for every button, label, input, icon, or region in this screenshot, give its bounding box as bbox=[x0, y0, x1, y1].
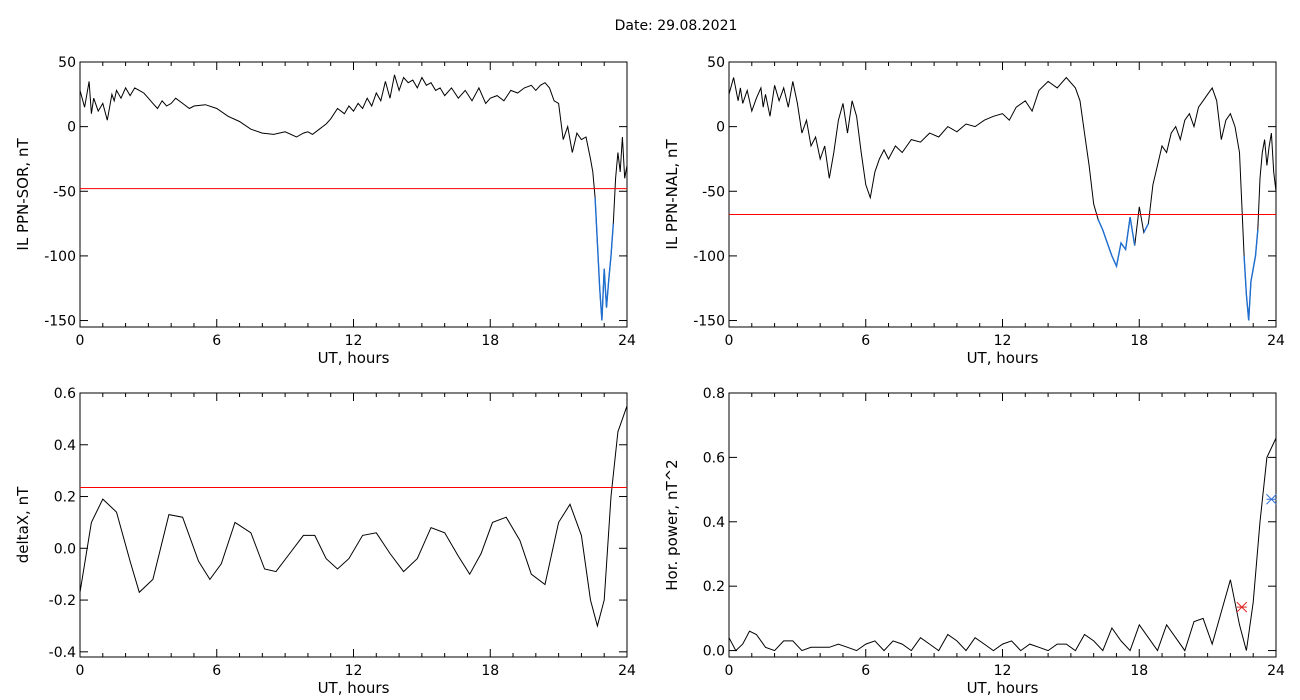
nal-xtick-label: 0 bbox=[725, 333, 734, 349]
power-ytick-label: 0.8 bbox=[703, 386, 725, 402]
power-marker bbox=[1266, 493, 1277, 505]
deltax-x-axis-label: UT, hours bbox=[318, 679, 390, 697]
power-x-axis-label: UT, hours bbox=[967, 679, 1039, 697]
deltax-y-axis-label: deltaX, nT bbox=[14, 486, 32, 563]
sor-xtick-label: 18 bbox=[481, 333, 499, 349]
sor-xtick-label: 24 bbox=[618, 333, 636, 349]
page-title: Date: 29.08.2021 bbox=[614, 18, 738, 34]
sor-y-axis-label: IL PPN-SOR, nT bbox=[14, 138, 32, 251]
nal-ytick-label: 50 bbox=[707, 55, 725, 71]
power-y-axis-label: Hor. power, nT^2 bbox=[663, 459, 681, 590]
power-ytick-label: 0.0 bbox=[703, 644, 725, 660]
nal-xtick-label: 18 bbox=[1130, 333, 1148, 349]
power-panel: 0 6 12 18 24 0.8 0.6 0.4 0.2 0.0 UT, hours Hor. pow… bbox=[663, 386, 1285, 697]
sor-ytick-label: -150 bbox=[44, 314, 76, 330]
sor-ytick-label: 0 bbox=[67, 120, 76, 136]
deltax-xtick-label: 0 bbox=[76, 663, 85, 679]
deltax-ytick-label: -0.4 bbox=[49, 645, 76, 661]
power-ytick-label: 0.4 bbox=[703, 515, 725, 531]
power-xtick-label: 18 bbox=[1130, 663, 1148, 679]
deltax-ytick-label: 0.0 bbox=[54, 541, 76, 557]
deltax-ytick-label: -0.2 bbox=[49, 593, 76, 609]
deltax-ytick-label: 0.6 bbox=[54, 386, 76, 402]
power-marker bbox=[1236, 601, 1248, 613]
deltax-xtick-label: 18 bbox=[481, 663, 499, 679]
nal-xtick-label: 12 bbox=[994, 333, 1012, 349]
sor-below-threshold-line bbox=[594, 197, 614, 321]
nal-xtick-label: 6 bbox=[861, 333, 870, 349]
power-plot-frame bbox=[728, 392, 1277, 658]
sor-xtick-label: 0 bbox=[76, 333, 85, 349]
nal-xtick-label: 24 bbox=[1267, 333, 1285, 349]
power-series-line bbox=[728, 437, 1277, 652]
nal-below-threshold-line bbox=[1097, 216, 1259, 321]
nal-x-axis-label: UT, hours bbox=[967, 349, 1039, 367]
deltax-xtick-label: 24 bbox=[618, 663, 636, 679]
power-xtick-label: 12 bbox=[994, 663, 1012, 679]
nal-ytick-label: -100 bbox=[693, 249, 725, 265]
nal-series-line bbox=[728, 76, 1277, 321]
power-xtick-label: 24 bbox=[1267, 663, 1285, 679]
deltax-series-line bbox=[79, 405, 628, 628]
nal-panel: 0 6 12 18 24 50 0 -50 -100 -150 UT, hours IL PPN-NA… bbox=[663, 55, 1285, 367]
power-xtick-label: 0 bbox=[725, 663, 734, 679]
nal-ytick-label: 0 bbox=[716, 120, 725, 136]
power-ytick-label: 0.6 bbox=[703, 450, 725, 466]
deltax-xtick-label: 6 bbox=[212, 663, 221, 679]
deltax-plot-frame bbox=[79, 392, 628, 658]
power-xtick-label: 6 bbox=[861, 663, 870, 679]
nal-y-axis-label: IL PPN-NAL, nT bbox=[663, 139, 681, 250]
nal-ytick-label: -150 bbox=[693, 314, 725, 330]
deltax-ytick-label: 0.2 bbox=[54, 490, 76, 506]
deltax-xtick-label: 12 bbox=[345, 663, 363, 679]
nal-plot-frame bbox=[728, 61, 1277, 328]
sor-ytick-label: -50 bbox=[53, 184, 76, 200]
power-ytick-label: 0.2 bbox=[703, 579, 725, 595]
sor-xtick-label: 6 bbox=[212, 333, 221, 349]
deltax-ytick-label: 0.4 bbox=[54, 438, 76, 454]
sor-panel: 0 6 12 18 24 50 0 -50 -100 -150 UT, hours IL PPN-SO… bbox=[14, 55, 636, 367]
sor-xtick-label: 12 bbox=[345, 333, 363, 349]
nal-ytick-label: -50 bbox=[702, 184, 725, 200]
sor-ytick-label: 50 bbox=[58, 55, 76, 71]
sor-ytick-label: -100 bbox=[44, 249, 76, 265]
sor-series-line bbox=[79, 74, 628, 321]
deltax-panel: 0 6 12 18 24 0.6 0.4 0.2 0.0 -0.2 -0.4 UT, hours del… bbox=[14, 386, 636, 697]
sor-x-axis-label: UT, hours bbox=[318, 349, 390, 367]
